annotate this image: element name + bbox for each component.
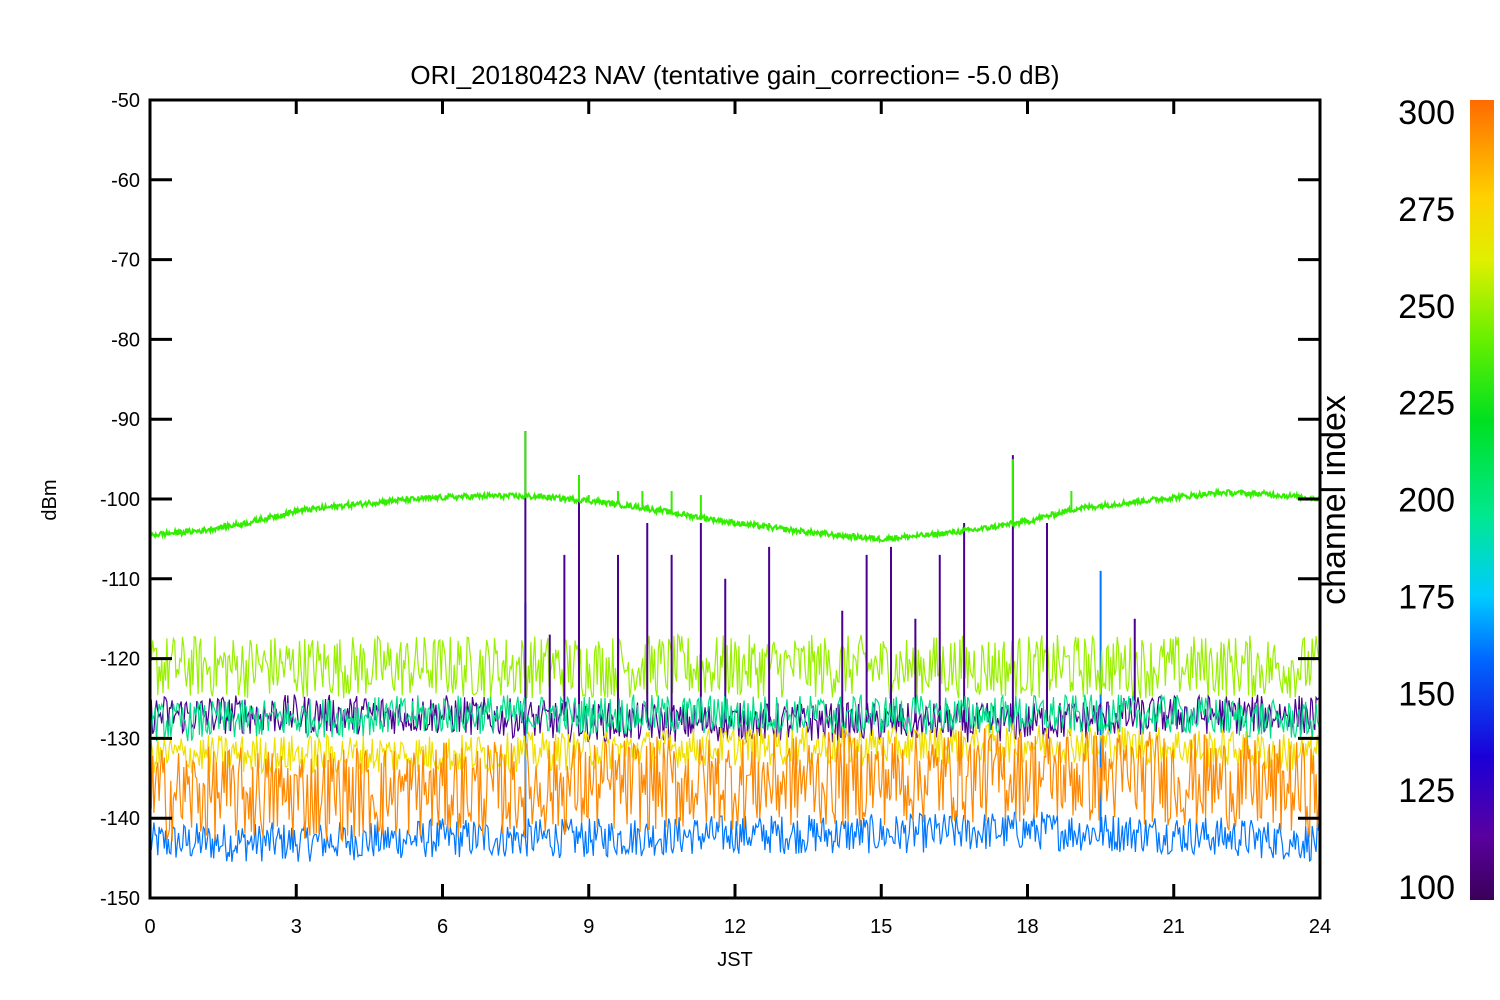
x-tick-label-15: 15: [870, 916, 892, 938]
x-tick-label-9: 9: [583, 916, 594, 938]
series-layer: [150, 431, 1320, 863]
series-262: [150, 633, 1320, 700]
series-110: [150, 431, 1320, 745]
colorbar-label-225: 225: [1398, 385, 1455, 423]
chart-title: ORI_20180423 NAV (tentative gain_correct…: [410, 60, 1059, 90]
y-tick-label--70: -70: [111, 250, 140, 272]
colorbar-label-250: 250: [1398, 288, 1455, 326]
x-tick-label-0: 0: [144, 916, 155, 938]
colorbar-label-200: 200: [1398, 482, 1455, 520]
x-tick-label-18: 18: [1016, 916, 1038, 938]
colorbar-label-150: 150: [1398, 675, 1455, 713]
colorbar: [1470, 100, 1494, 900]
series-240: [150, 431, 1320, 544]
series-270: [150, 722, 1320, 775]
series-290: [150, 728, 1320, 843]
x-tick-label-6: 6: [437, 916, 448, 938]
colorbar-label-300: 300: [1398, 94, 1455, 132]
ticks-layer: 0 3 6 9 12 15 18 21 24 -50 -60 -70 -80 -90 -100 -110 -12…: [100, 90, 1331, 938]
series-line-160: [150, 811, 1320, 863]
x-axis-title: JST: [717, 949, 753, 971]
y-tick-label--80: -80: [111, 329, 140, 351]
series-line-270: [150, 722, 1320, 775]
colorbar-label-100: 100: [1398, 869, 1455, 907]
series-line-200: [150, 693, 1320, 743]
x-tick-label-21: 21: [1163, 916, 1185, 938]
series-line-240: [150, 487, 1320, 544]
y-tick-label--150: -150: [100, 888, 140, 910]
y-tick-label--90: -90: [111, 409, 140, 431]
colorbar-label-175: 175: [1398, 578, 1455, 616]
y-tick-label--100: -100: [100, 489, 140, 511]
colorbar-labels: 100 125 150 175 200 225 250 275 300: [1398, 94, 1455, 907]
x-tick-label-12: 12: [724, 916, 746, 938]
y-tick-label--140: -140: [100, 808, 140, 830]
y-tick-label--60: -60: [111, 170, 140, 192]
y-tick-label--50: -50: [111, 90, 140, 112]
y-tick-label--110: -110: [101, 569, 140, 591]
series-line-290: [150, 728, 1320, 843]
y-tick-label--120: -120: [100, 649, 140, 671]
colorbar-label-125: 125: [1398, 772, 1455, 810]
x-tick-label-3: 3: [291, 916, 302, 938]
colorbar-title: channel index: [1315, 395, 1353, 605]
x-tick-label-24: 24: [1309, 916, 1331, 938]
series-200: [150, 693, 1320, 743]
y-tick-label--130: -130: [100, 728, 140, 750]
y-axis-title: dBm: [39, 479, 61, 520]
colorbar-label-275: 275: [1398, 191, 1455, 229]
series-line-262: [150, 633, 1320, 700]
